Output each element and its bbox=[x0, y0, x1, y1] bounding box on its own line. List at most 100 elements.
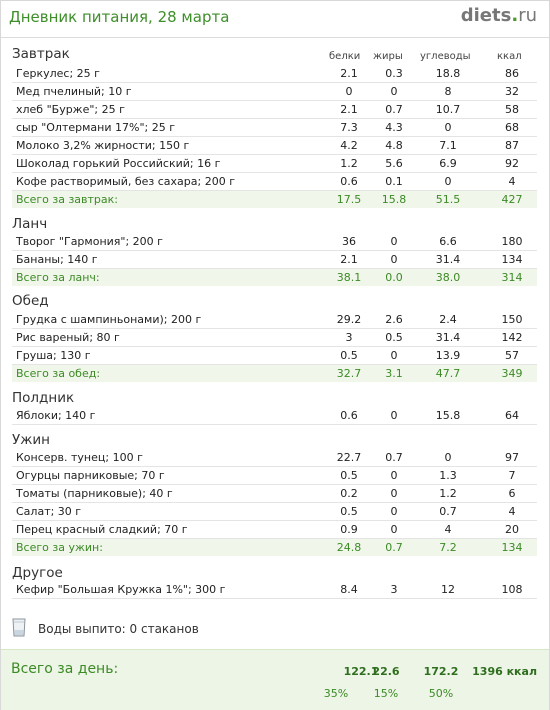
food-fat: 4.3 bbox=[385, 121, 403, 134]
food-protein: 2.1 bbox=[340, 67, 358, 80]
food-fat: 0 bbox=[390, 253, 398, 266]
food-kcal: 7 bbox=[508, 469, 516, 482]
food-name: Геркулес; 25 г bbox=[16, 67, 100, 80]
food-row[interactable]: Груша; 130 г 0.5 0 13.9 57 bbox=[12, 347, 537, 365]
food-row[interactable]: Грудка с шампиньонами); 200 г 29.2 2.6 2.4 1… bbox=[12, 311, 537, 329]
meal-total-fat: 0.7 bbox=[385, 541, 403, 554]
day-total-protein-pct: 35% bbox=[323, 687, 349, 700]
food-protein: 3 bbox=[345, 331, 353, 344]
food-protein: 2.1 bbox=[340, 103, 358, 116]
glass-icon bbox=[12, 618, 26, 637]
food-fat: 5.6 bbox=[385, 157, 403, 170]
meal-title: Обед bbox=[12, 293, 49, 309]
day-total-kcal: 1396 ккал bbox=[472, 665, 537, 678]
water-label: Воды выпито: 0 стаканов bbox=[38, 622, 199, 636]
food-row[interactable]: Кофе растворимый, без сахара; 200 г 0.6 0.… bbox=[12, 173, 537, 191]
food-fat: 3 bbox=[390, 583, 398, 596]
food-kcal: 4 bbox=[508, 175, 516, 188]
food-name: Томаты (парниковые); 40 г bbox=[16, 487, 173, 500]
food-kcal: 6 bbox=[508, 487, 516, 500]
meal-total-carbs: 51.5 bbox=[435, 193, 461, 206]
food-protein: 7.3 bbox=[340, 121, 358, 134]
food-row[interactable]: Яблоки; 140 г 0.6 0 15.8 64 bbox=[12, 407, 537, 425]
day-total-label: Всего за день: bbox=[11, 661, 119, 677]
food-fat: 0 bbox=[390, 85, 398, 98]
meal-total-kcal: 314 bbox=[501, 271, 523, 284]
food-name: Салат; 30 г bbox=[16, 505, 82, 518]
food-carbs: 13.9 bbox=[435, 349, 461, 362]
food-row[interactable]: Шоколад горький Российский; 16 г 1.2 5.6 6.… bbox=[12, 155, 537, 173]
food-name: Кофе растворимый, без сахара; 200 г bbox=[16, 175, 235, 188]
food-fat: 0 bbox=[390, 235, 398, 248]
meal-total-label: Всего за завтрак: bbox=[16, 193, 119, 206]
food-row[interactable]: Мед пчелиный; 10 г 0 0 8 32 bbox=[12, 83, 537, 101]
food-row[interactable]: Геркулес; 25 г 2.1 0.3 18.8 86 bbox=[12, 65, 537, 83]
food-protein: 0.5 bbox=[340, 349, 358, 362]
meal-title: Завтрак bbox=[12, 46, 70, 62]
food-fat: 0 bbox=[390, 349, 398, 362]
food-carbs: 4 bbox=[444, 523, 452, 536]
meal-title: Другое bbox=[12, 565, 63, 581]
food-row[interactable]: сыр "Олтермани 17%"; 25 г 7.3 4.3 0 68 bbox=[12, 119, 537, 137]
food-fat: 0 bbox=[390, 409, 398, 422]
food-protein: 8.4 bbox=[340, 583, 358, 596]
food-kcal: 87 bbox=[505, 139, 519, 152]
food-row[interactable]: Томаты (парниковые); 40 г 0.2 0 1.2 6 bbox=[12, 485, 537, 503]
day-total-carbs-pct: 50% bbox=[428, 687, 454, 700]
food-name: Кефир "Большая Кружка 1%"; 300 г bbox=[16, 583, 226, 596]
food-protein: 0.5 bbox=[340, 505, 358, 518]
food-carbs: 0 bbox=[444, 121, 452, 134]
food-protein: 0.6 bbox=[340, 409, 358, 422]
food-protein: 36 bbox=[342, 235, 356, 248]
food-row[interactable]: хлеб "Бурже"; 25 г 2.1 0.7 10.7 58 bbox=[12, 101, 537, 119]
food-row[interactable]: Бананы; 140 г 2.1 0 31.4 134 bbox=[12, 251, 537, 269]
food-fat: 4.8 bbox=[385, 139, 403, 152]
meal-total-label: Всего за ужин: bbox=[16, 541, 103, 554]
column-header-carbs: углеводы bbox=[420, 51, 471, 62]
food-name: Творог "Гармония"; 200 г bbox=[16, 235, 163, 248]
food-carbs: 7.1 bbox=[439, 139, 457, 152]
food-kcal: 142 bbox=[501, 331, 523, 344]
food-fat: 0 bbox=[390, 523, 398, 536]
site-logo[interactable]: diets.ru bbox=[461, 5, 537, 26]
logo-tld: ru bbox=[518, 5, 537, 26]
food-name: Мед пчелиный; 10 г bbox=[16, 85, 132, 98]
food-row[interactable]: Кефир "Большая Кружка 1%"; 300 г 8.4 3 12 10… bbox=[12, 581, 537, 599]
header: Дневник питания, 28 марта diets.ru bbox=[1, 1, 549, 37]
meal-total-protein: 32.7 bbox=[336, 367, 362, 380]
food-name: Яблоки; 140 г bbox=[16, 409, 96, 422]
meal-total-fat: 0.0 bbox=[385, 271, 403, 284]
meal-total-protein: 24.8 bbox=[336, 541, 362, 554]
food-carbs: 31.4 bbox=[435, 331, 461, 344]
food-row[interactable]: Молоко 3,2% жирности; 150 г 4.2 4.8 7.1 87 bbox=[12, 137, 537, 155]
column-header-protein: белки bbox=[329, 51, 361, 62]
logo-dot: . bbox=[511, 5, 519, 26]
food-row[interactable]: Творог "Гармония"; 200 г 36 0 6.6 180 bbox=[12, 233, 537, 251]
food-fat: 0 bbox=[390, 469, 398, 482]
food-name: сыр "Олтермани 17%"; 25 г bbox=[16, 121, 175, 134]
meal-total-label: Всего за обед: bbox=[16, 367, 101, 380]
food-protein: 29.2 bbox=[336, 313, 362, 326]
day-total-protein: 122.1 bbox=[343, 665, 379, 678]
food-fat: 0.7 bbox=[385, 103, 403, 116]
food-row[interactable]: Консерв. тунец; 100 г 22.7 0.7 0 97 bbox=[12, 449, 537, 467]
meal-total-row: Всего за ужин: 24.8 0.7 7.2 134 bbox=[12, 539, 537, 556]
day-total-carbs: 172.2 bbox=[423, 665, 459, 678]
food-row[interactable]: Огурцы парниковые; 70 г 0.5 0 1.3 7 bbox=[12, 467, 537, 485]
food-row[interactable]: Рис вареный; 80 г 3 0.5 31.4 142 bbox=[12, 329, 537, 347]
food-name: Шоколад горький Российский; 16 г bbox=[16, 157, 221, 170]
meal-total-carbs: 38.0 bbox=[435, 271, 461, 284]
food-row[interactable]: Перец красный сладкий; 70 г 0.9 0 4 20 bbox=[12, 521, 537, 539]
food-name: Бананы; 140 г bbox=[16, 253, 98, 266]
food-protein: 2.1 bbox=[340, 253, 358, 266]
food-row[interactable]: Салат; 30 г 0.5 0 0.7 4 bbox=[12, 503, 537, 521]
meal-title: Ланч bbox=[12, 216, 48, 232]
day-total-fat: 22.6 bbox=[372, 665, 400, 678]
food-kcal: 92 bbox=[505, 157, 519, 170]
food-name: Консерв. тунец; 100 г bbox=[16, 451, 143, 464]
page-title: Дневник питания, 28 марта bbox=[9, 8, 230, 26]
food-carbs: 1.2 bbox=[439, 487, 457, 500]
food-kcal: 180 bbox=[501, 235, 523, 248]
meal-total-label: Всего за ланч: bbox=[16, 271, 100, 284]
